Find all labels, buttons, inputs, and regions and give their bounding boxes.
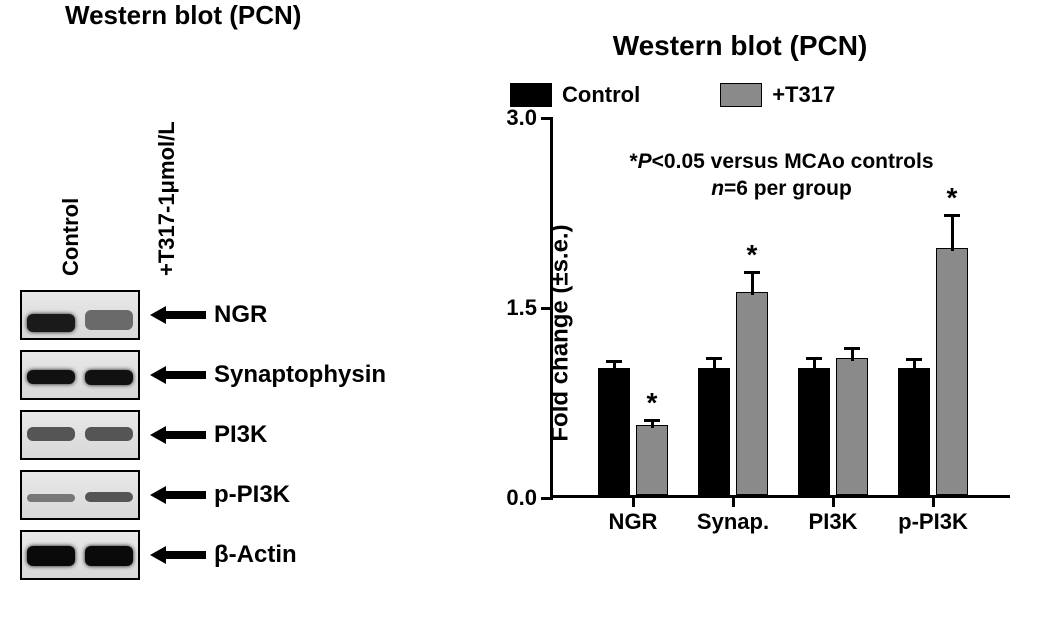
bar-t317 [736,292,768,495]
ytick-label: 1.5 [506,295,537,321]
significance-note: *P<0.05 versus MCAo controls n=6 per gro… [553,148,1010,203]
blot-box [20,530,140,580]
blot-label: NGR [214,301,267,329]
arrow-icon [150,306,206,324]
bar-control [598,368,630,495]
blot-rows: NGR Synaptophysin PI3K p-PI3K β-Actin [20,290,386,590]
note-line2: n=6 per group [711,177,852,200]
right-title: Western blot (PCN) [450,30,1030,62]
legend-label-t317: +T317 [772,82,835,108]
legend-item-t317: +T317 [720,82,835,108]
blot-label: p-PI3K [214,481,290,509]
blot-box [20,410,140,460]
blot-row: PI3K [20,410,386,460]
left-title: Western blot (PCN) [65,0,301,31]
significance-star: * [747,239,758,271]
bar-control [698,368,730,495]
legend: Control +T317 [450,82,1030,108]
bar-t317 [936,248,968,495]
legend-swatch-t317 [720,83,762,107]
bar-control [898,368,930,495]
lane-labels: Control +T317-1μmol/L [22,56,255,82]
legend-label-control: Control [562,82,640,108]
bar-t317 [636,425,668,495]
blot-row: β-Actin [20,530,386,580]
blot-box [20,470,140,520]
ytick-label: 0.0 [506,485,537,511]
western-blot-image-panel: Western blot (PCN) Control +T317-1μmol/L… [0,0,430,636]
chart: Fold change (±s.e.) *P<0.05 versus MCAo … [490,118,1010,548]
blot-label: Synaptophysin [214,361,386,389]
xtick-label: NGR [609,509,658,535]
blot-box [20,290,140,340]
legend-swatch-control [510,83,552,107]
blot-row: p-PI3K [20,470,386,520]
lane-label-t317: +T317-1μmol/L [154,121,180,276]
significance-star: * [947,182,958,214]
bar-chart-panel: Western blot (PCN) Control +T317 Fold ch… [430,0,1050,636]
bar-control [798,368,830,495]
arrow-icon [150,546,206,564]
ytick-label: 3.0 [506,105,537,131]
lane-label-control: Control [58,198,84,276]
xtick-label: p-PI3K [898,509,968,535]
blot-label: PI3K [214,421,267,449]
xtick-label: Synap. [697,509,769,535]
blot-box [20,350,140,400]
note-line1: *P<0.05 versus MCAo controls [629,150,933,173]
blot-label: β-Actin [214,541,297,569]
arrow-icon [150,366,206,384]
xtick-label: PI3K [809,509,858,535]
blot-row: Synaptophysin [20,350,386,400]
plot-area: *P<0.05 versus MCAo controls n=6 per gro… [550,118,1010,498]
blot-row: NGR [20,290,386,340]
arrow-icon [150,486,206,504]
significance-star: * [647,387,658,419]
bar-t317 [836,358,868,495]
arrow-icon [150,426,206,444]
